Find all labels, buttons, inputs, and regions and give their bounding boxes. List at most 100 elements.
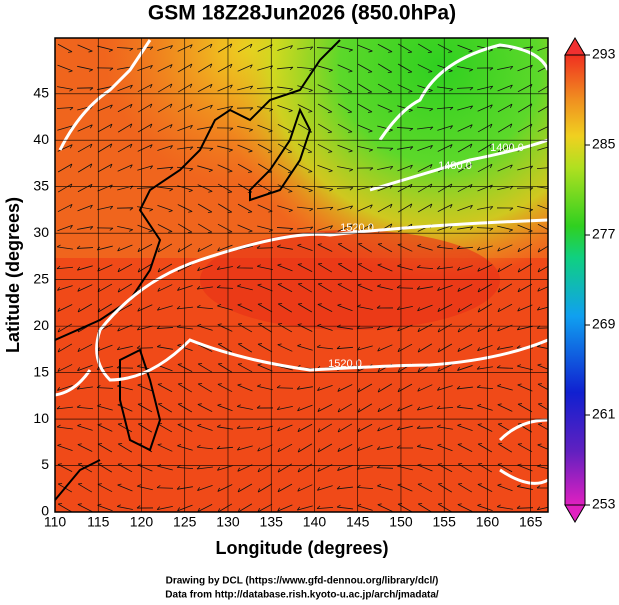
streamline <box>77 284 93 292</box>
x-tick-label: 165 <box>519 514 543 530</box>
streamline <box>57 503 73 512</box>
colorbar-tick-label: 293 <box>592 46 616 62</box>
streamline <box>497 123 513 133</box>
streamline <box>237 125 253 132</box>
streamline <box>537 443 548 450</box>
streamline <box>257 363 273 372</box>
streamline <box>57 304 73 312</box>
streamline <box>517 364 533 371</box>
streamline <box>137 263 153 273</box>
title: GSM 18Z28Jun2026 (850.0hPa) <box>148 2 456 25</box>
colorbar <box>564 54 586 506</box>
streamline <box>277 424 293 432</box>
streamline <box>537 146 548 151</box>
streamline <box>337 224 353 232</box>
contour-label: 1520.0 <box>328 358 362 370</box>
streamline <box>537 126 548 132</box>
streamline <box>376 325 393 331</box>
streamline <box>377 284 393 291</box>
streamline <box>137 64 153 72</box>
streamline <box>116 207 134 211</box>
streamline <box>237 163 253 173</box>
streamline <box>417 43 433 53</box>
streamline <box>156 344 173 350</box>
streamline <box>277 303 293 313</box>
streamline <box>397 383 413 393</box>
streamline <box>536 167 548 169</box>
streamline <box>377 484 393 491</box>
streamline <box>76 87 94 91</box>
streamline <box>217 183 233 193</box>
y-tick-label: 25 <box>33 270 49 286</box>
streamline <box>296 386 313 390</box>
streamline <box>356 167 374 171</box>
streamline <box>76 404 94 410</box>
streamline <box>337 144 353 153</box>
streamline <box>517 304 533 312</box>
streamline <box>117 164 133 172</box>
streamline <box>497 443 513 453</box>
streamline <box>417 343 433 353</box>
streamline <box>137 304 153 312</box>
streamline <box>257 124 273 133</box>
streamline <box>297 243 313 252</box>
streamline <box>297 85 313 93</box>
streamline <box>537 204 548 210</box>
streamline <box>197 403 213 412</box>
streamline <box>516 484 533 490</box>
streamline <box>516 325 533 331</box>
streamline <box>236 107 254 111</box>
streamline <box>337 166 354 172</box>
colorbar-tick-label: 269 <box>592 316 616 332</box>
streamline <box>117 143 133 153</box>
streamline <box>237 323 253 333</box>
streamline <box>497 283 513 293</box>
streamline <box>517 243 533 253</box>
streamline <box>417 463 433 472</box>
streamline <box>457 183 473 193</box>
streamline <box>477 163 493 173</box>
streamline <box>317 225 333 231</box>
streamline <box>117 263 133 273</box>
streamline <box>337 303 353 312</box>
streamline <box>317 143 333 153</box>
streamline <box>457 443 473 452</box>
x-tick-label: 145 <box>346 514 370 530</box>
streamline <box>197 63 213 73</box>
streamline <box>117 283 133 293</box>
streamline <box>97 123 113 133</box>
streamline <box>257 303 273 313</box>
streamline <box>136 505 154 509</box>
streamline <box>257 225 273 232</box>
streamline <box>377 344 393 352</box>
streamline <box>457 163 473 173</box>
y-axis-label: Latitude (degrees) <box>3 197 23 353</box>
y-tick-label: 5 <box>41 456 49 472</box>
streamline <box>117 84 133 92</box>
streamline <box>157 124 173 132</box>
streamline <box>77 303 93 313</box>
x-tick-label: 135 <box>260 514 284 530</box>
streamline <box>457 365 473 371</box>
streamline <box>437 125 453 131</box>
streamline <box>416 425 434 429</box>
streamline <box>56 107 74 111</box>
streamline <box>337 444 353 452</box>
streamline <box>76 245 94 249</box>
streamline <box>77 183 93 193</box>
streamline <box>217 304 233 311</box>
streamline <box>256 245 274 249</box>
streamline <box>216 127 234 131</box>
streamline <box>477 323 493 333</box>
streamline <box>497 164 513 172</box>
streamline <box>336 485 353 490</box>
streamline <box>197 83 213 93</box>
streamline <box>57 323 73 333</box>
streamline <box>377 125 393 132</box>
streamline <box>277 184 293 193</box>
streamline <box>317 303 333 312</box>
streamline <box>77 443 93 452</box>
streamline <box>517 383 533 392</box>
streamline <box>376 147 394 151</box>
